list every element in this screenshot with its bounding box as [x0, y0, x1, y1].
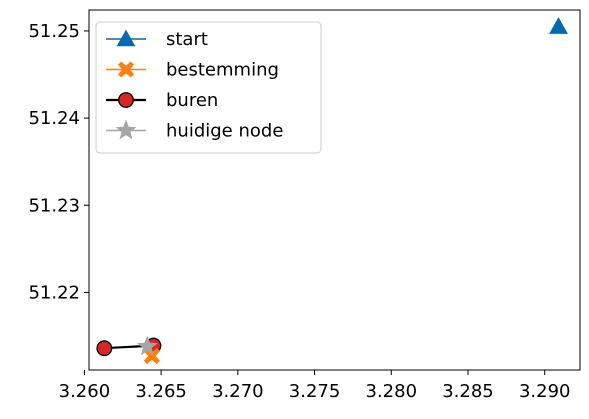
series-1 [143, 348, 160, 365]
legend-label-2: buren [166, 90, 218, 111]
series-3-point-0 [136, 335, 158, 356]
plot-area [96, 17, 568, 365]
legend-marker-0 [116, 29, 136, 47]
series-3 [136, 335, 158, 356]
x-tick-label-1: 3.265 [135, 381, 187, 402]
legend: start bestemming buren huidige node [95, 21, 322, 154]
legend-label-1: bestemming [166, 60, 279, 81]
legend-label-3: huidige node [166, 121, 283, 142]
legend-item-2: buren [106, 90, 218, 111]
legend-label-0: start [166, 29, 208, 50]
legend-marker-2 [118, 92, 134, 108]
y-tick-label-2: 51.24 [28, 108, 80, 129]
y-tick-label-0: 51.22 [28, 282, 80, 303]
legend-frame [95, 21, 322, 154]
plot-frame [88, 9, 581, 371]
series-1-point-0 [143, 348, 160, 365]
legend-marker-3 [115, 119, 137, 140]
x-tick-label-2: 3.270 [212, 381, 264, 402]
legend-item-0: start [106, 29, 208, 50]
series-2-point-0 [96, 340, 113, 357]
legend-item-3: huidige node [106, 119, 283, 142]
axes: 3.260 3.265 3.270 3.275 3.280 3.285 3.290 51.22… [28, 9, 581, 402]
y-tick-label-3: 51.25 [28, 21, 80, 42]
x-tick-label-5: 3.285 [442, 381, 494, 402]
series-0 [549, 17, 568, 34]
legend-marker-1 [118, 61, 134, 78]
legend-item-1: bestemming [106, 60, 279, 81]
x-tick-label-4: 3.280 [366, 381, 418, 402]
x-tick-label-3: 3.275 [289, 381, 341, 402]
x-tick-label-6: 3.290 [519, 381, 571, 402]
y-tick-label-1: 51.23 [28, 195, 80, 216]
x-tick-label-0: 3.260 [59, 381, 111, 402]
series-0-point-0 [549, 17, 568, 34]
